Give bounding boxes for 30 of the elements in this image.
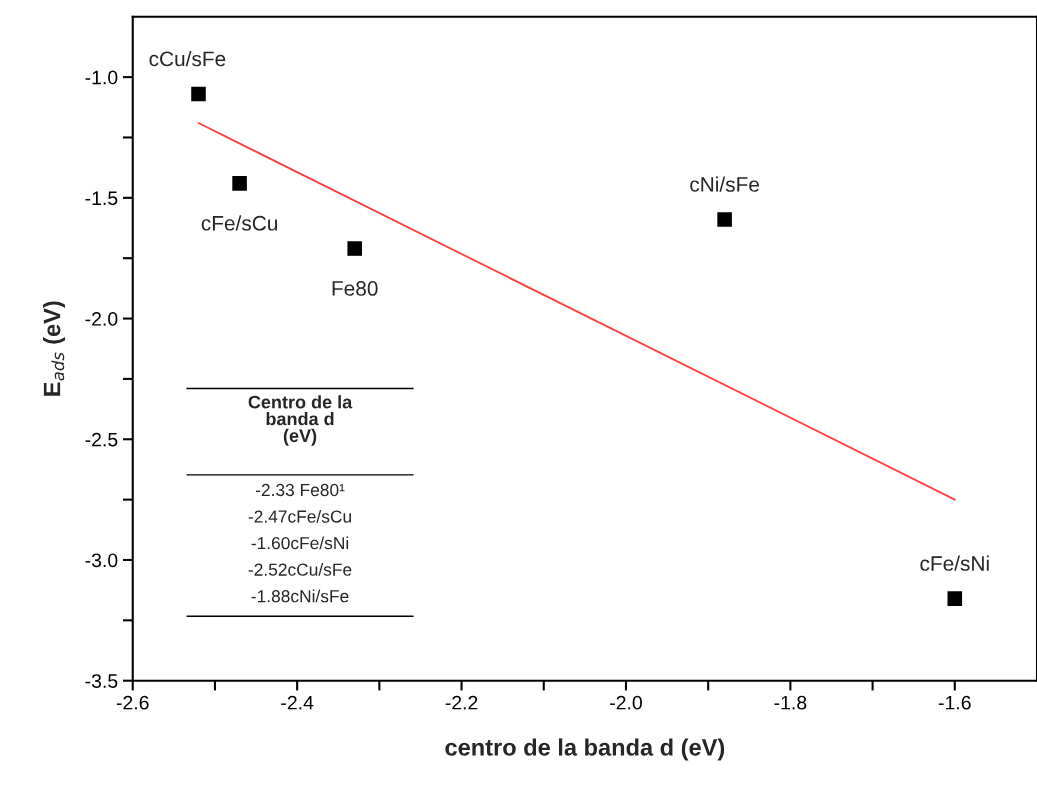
- y-tick-label: -3.5: [85, 674, 118, 688]
- point: [947, 591, 963, 606]
- annotation: cCu/sFe: [149, 50, 226, 67]
- y-axis-title: E$_{ads}$ (eV): [43, 301, 66, 396]
- point: [347, 241, 362, 256]
- annotation: Fe80: [332, 281, 378, 296]
- annotation: cFe/sNi: [920, 555, 989, 571]
- annotation: cFe/sCu: [201, 215, 277, 231]
- point: [717, 212, 732, 227]
- annotation: Centro de la banda d (eV): [248, 395, 353, 446]
- x-tick-label: -2.6: [116, 695, 149, 710]
- y-tick-label: -2.5: [85, 432, 118, 447]
- point: [191, 86, 206, 102]
- annotation: -2.47cFe/sCu: [248, 509, 351, 523]
- x-tick-label: -1.6: [938, 695, 971, 710]
- x-tick-label: -2.4: [281, 695, 314, 710]
- y-tick-label: -3.0: [85, 553, 118, 568]
- annotation: -2.33 Fe80¹: [255, 483, 345, 497]
- annotation: -1.88cNi/sFe: [251, 589, 349, 603]
- y-tick-label: -2.0: [85, 312, 118, 326]
- annotation: -2.52cCu/sFe: [248, 563, 352, 576]
- point: [232, 176, 247, 191]
- y-tick-label: -1.5: [85, 191, 118, 206]
- annotation: -1.60cFe/sNi: [251, 536, 349, 550]
- y-tick-label: -1.0: [85, 70, 118, 85]
- x-tick-label: -2.0: [610, 695, 642, 710]
- x-tick-label: -1.8: [774, 695, 807, 710]
- annotation: cNi/sFe: [690, 176, 759, 192]
- x-tick-label: -2.2: [445, 695, 478, 710]
- x-axis-title: centro de la banda d (eV): [445, 738, 725, 761]
